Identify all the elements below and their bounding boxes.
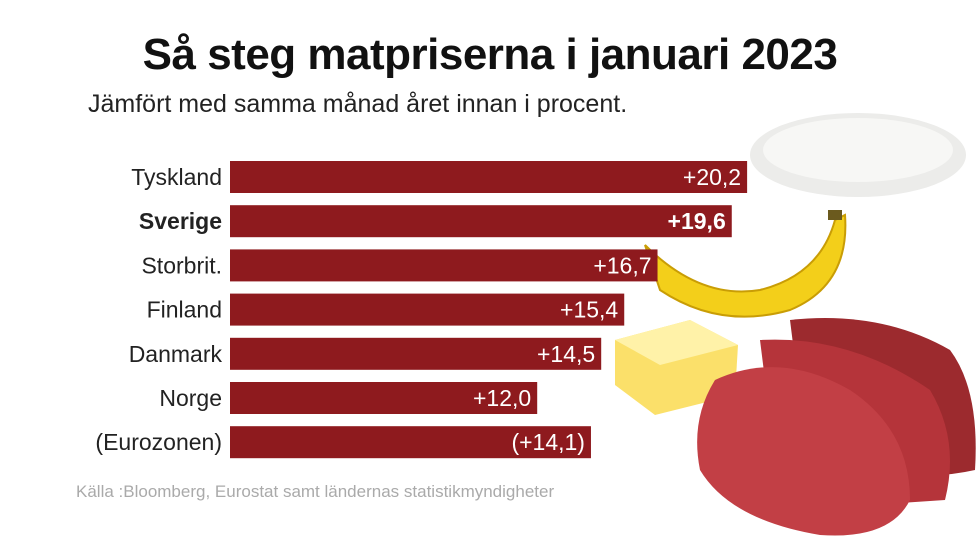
butter-image bbox=[615, 320, 738, 415]
category-label: (Eurozonen) bbox=[95, 429, 222, 455]
chart-title: Så steg matpriserna i januari 2023 bbox=[142, 30, 838, 79]
bar bbox=[230, 205, 732, 238]
bar bbox=[230, 426, 591, 459]
bar bbox=[230, 293, 625, 326]
value-label: +19,6 bbox=[668, 208, 726, 234]
banana-image bbox=[644, 210, 847, 318]
value-label: +14,5 bbox=[537, 341, 595, 367]
meat-image bbox=[697, 318, 976, 536]
category-label: Norge bbox=[159, 385, 222, 411]
category-label: Finland bbox=[147, 297, 222, 323]
category-label: Sverige bbox=[139, 208, 222, 234]
rice-image bbox=[750, 113, 966, 197]
category-label: Storbrit. bbox=[141, 252, 222, 278]
value-label: +15,4 bbox=[560, 297, 618, 323]
value-label: +16,7 bbox=[593, 252, 651, 278]
bar bbox=[230, 249, 658, 282]
chart-subtitle: Jämfört med samma månad året innan i pro… bbox=[88, 90, 628, 118]
value-label: +20,2 bbox=[683, 164, 741, 190]
value-label: (+14,1) bbox=[511, 429, 585, 455]
bar bbox=[230, 337, 602, 370]
category-label: Tyskland bbox=[131, 164, 222, 190]
category-label: Danmark bbox=[129, 341, 223, 367]
value-label: +12,0 bbox=[473, 385, 531, 411]
bar bbox=[230, 382, 538, 414]
bar bbox=[230, 161, 748, 193]
source-note: Källa :Bloomberg, Eurostat samt länderna… bbox=[76, 482, 555, 501]
